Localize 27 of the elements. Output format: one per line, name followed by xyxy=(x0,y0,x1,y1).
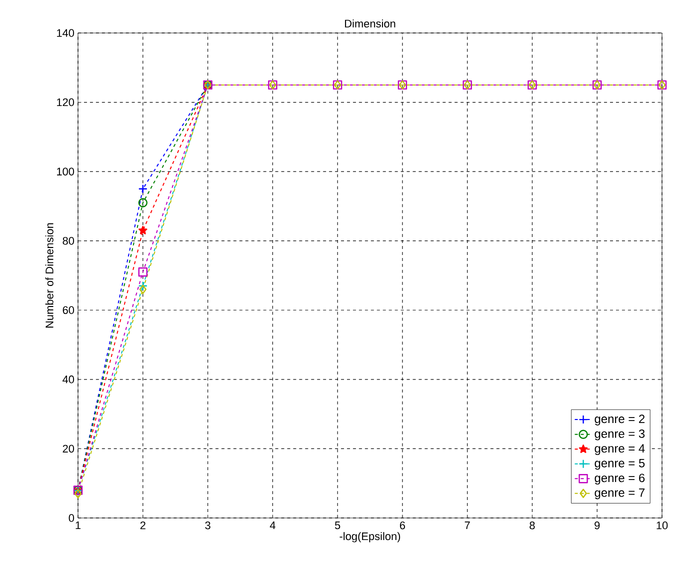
y-tick-label: 20 xyxy=(62,444,74,453)
x-tick-label: 9 xyxy=(594,522,600,530)
y-tick-label: 80 xyxy=(62,236,74,245)
x-tick-label: 8 xyxy=(530,522,535,530)
x-tick-label: 5 xyxy=(334,522,340,530)
legend-label: genre = 7 xyxy=(594,488,645,500)
x-tick-label: 7 xyxy=(464,522,470,530)
x-tick-label: 6 xyxy=(400,522,406,530)
y-tick-label: 40 xyxy=(62,376,74,384)
y-tick-label: 0 xyxy=(68,514,74,522)
legend-label: genre = 4 xyxy=(594,444,645,455)
x-tick-label: 3 xyxy=(205,522,210,530)
legend-label: genre = 6 xyxy=(594,474,645,485)
y-tick-label: 120 xyxy=(57,98,74,106)
legend-label: genre = 2 xyxy=(594,414,645,426)
x-axis-title: -log(Epsilon) xyxy=(340,532,400,542)
x-tick-label: 4 xyxy=(270,522,276,530)
chart-title: Dimension xyxy=(345,19,396,28)
y-tick-label: 100 xyxy=(57,168,74,176)
y-tick-label: 60 xyxy=(62,306,74,314)
legend-label: genre = 5 xyxy=(594,459,645,470)
x-tick-label: 10 xyxy=(656,522,668,530)
y-axis-title: Number of Dimension xyxy=(45,223,54,328)
y-tick-label: 140 xyxy=(57,29,74,37)
x-tick-label: 2 xyxy=(140,522,146,530)
x-tick-label: 1 xyxy=(76,522,81,530)
legend-label: genre = 3 xyxy=(594,429,645,440)
